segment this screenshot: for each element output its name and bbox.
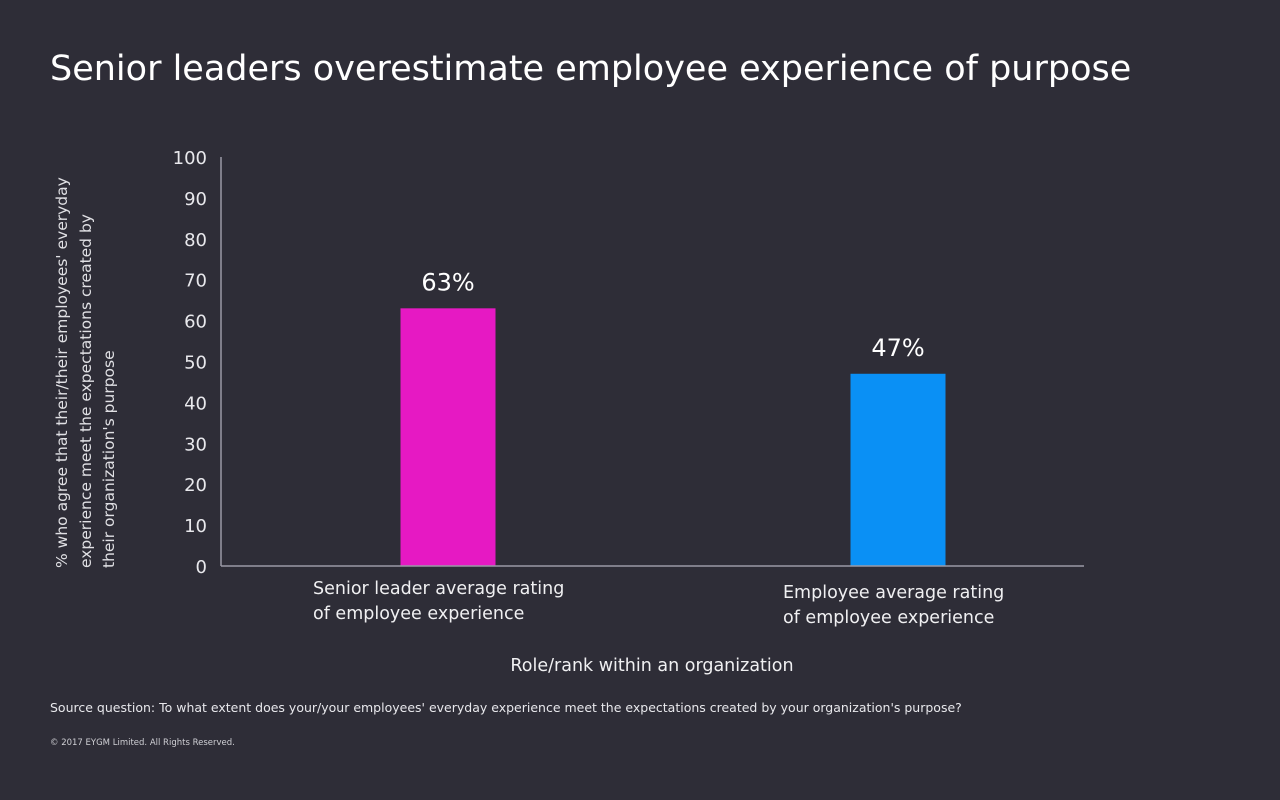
y-tick-label: 40 [184, 393, 207, 414]
y-tick-label: 30 [184, 434, 207, 455]
x-axis-label: Role/rank within an organization [510, 656, 793, 676]
y-tick-label: 80 [184, 230, 207, 251]
category-label: of employee experience [783, 608, 994, 628]
data-label: 63% [421, 268, 474, 296]
y-tick-label: 100 [173, 148, 207, 169]
bar [850, 373, 946, 566]
bar [400, 308, 496, 566]
y-tick-label: 0 [196, 557, 207, 578]
category-label: Employee average rating [783, 583, 1004, 603]
y-axis-label-line: % who agree that their/their employees' … [53, 177, 71, 568]
y-axis-label: % who agree that their/their employees' … [53, 177, 118, 568]
chart-title: Senior leaders overestimate employee exp… [50, 49, 1131, 89]
y-axis-label-line: experience meet the expectations created… [77, 214, 95, 568]
source-note: Source question: To what extent does you… [50, 700, 962, 715]
bars: 63% Senior leader average rating of employ… [313, 268, 1004, 628]
y-axis-label-line: their organization's purpose [100, 350, 118, 568]
y-tick-label: 90 [184, 189, 207, 210]
y-tick-label: 60 [184, 312, 207, 333]
category-label: of employee experience [313, 604, 524, 624]
y-tick-label: 70 [184, 271, 207, 292]
y-axis-ticks: 0 10 20 30 40 50 60 70 80 90 100 [173, 148, 207, 578]
copyright: © 2017 EYGM Limited. All Rights Reserved… [50, 738, 235, 748]
y-tick-label: 20 [184, 475, 207, 496]
y-tick-label: 10 [184, 516, 207, 537]
y-tick-label: 50 [184, 353, 207, 374]
data-label: 47% [871, 334, 924, 362]
category-label: Senior leader average rating [313, 579, 564, 599]
